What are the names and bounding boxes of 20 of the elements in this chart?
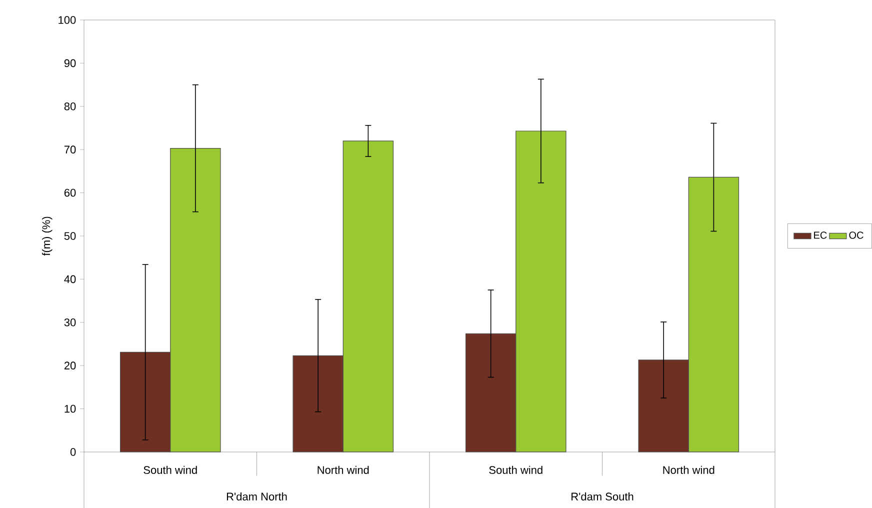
y-tick-label: 60: [64, 188, 76, 197]
y-tick-label: 0: [70, 448, 76, 456]
y-tick-label: 20: [64, 362, 76, 370]
y-tick-label: 10: [64, 404, 76, 413]
y-tick-label: 70: [64, 146, 76, 154]
legend-label: OC: [849, 232, 864, 239]
x-tick-label: North wind: [663, 466, 714, 474]
y-tick-label: 50: [64, 232, 76, 240]
y-tick-label: 90: [64, 59, 76, 68]
y-tick-label: 80: [64, 102, 76, 110]
x-tick-label: South wind: [489, 466, 542, 474]
y-tick-label: 100: [58, 16, 76, 24]
text: R'dam South: [572, 492, 634, 500]
text: R'dam North: [226, 492, 287, 500]
legend-label: EC: [814, 232, 827, 239]
x-tick-label: North wind: [318, 466, 369, 474]
y-axis-title: f(m) (%): [42, 216, 52, 256]
y-tick-label: 40: [64, 275, 76, 284]
y-tick-label: 30: [64, 318, 76, 326]
x-tick-label: South wind: [144, 466, 197, 474]
